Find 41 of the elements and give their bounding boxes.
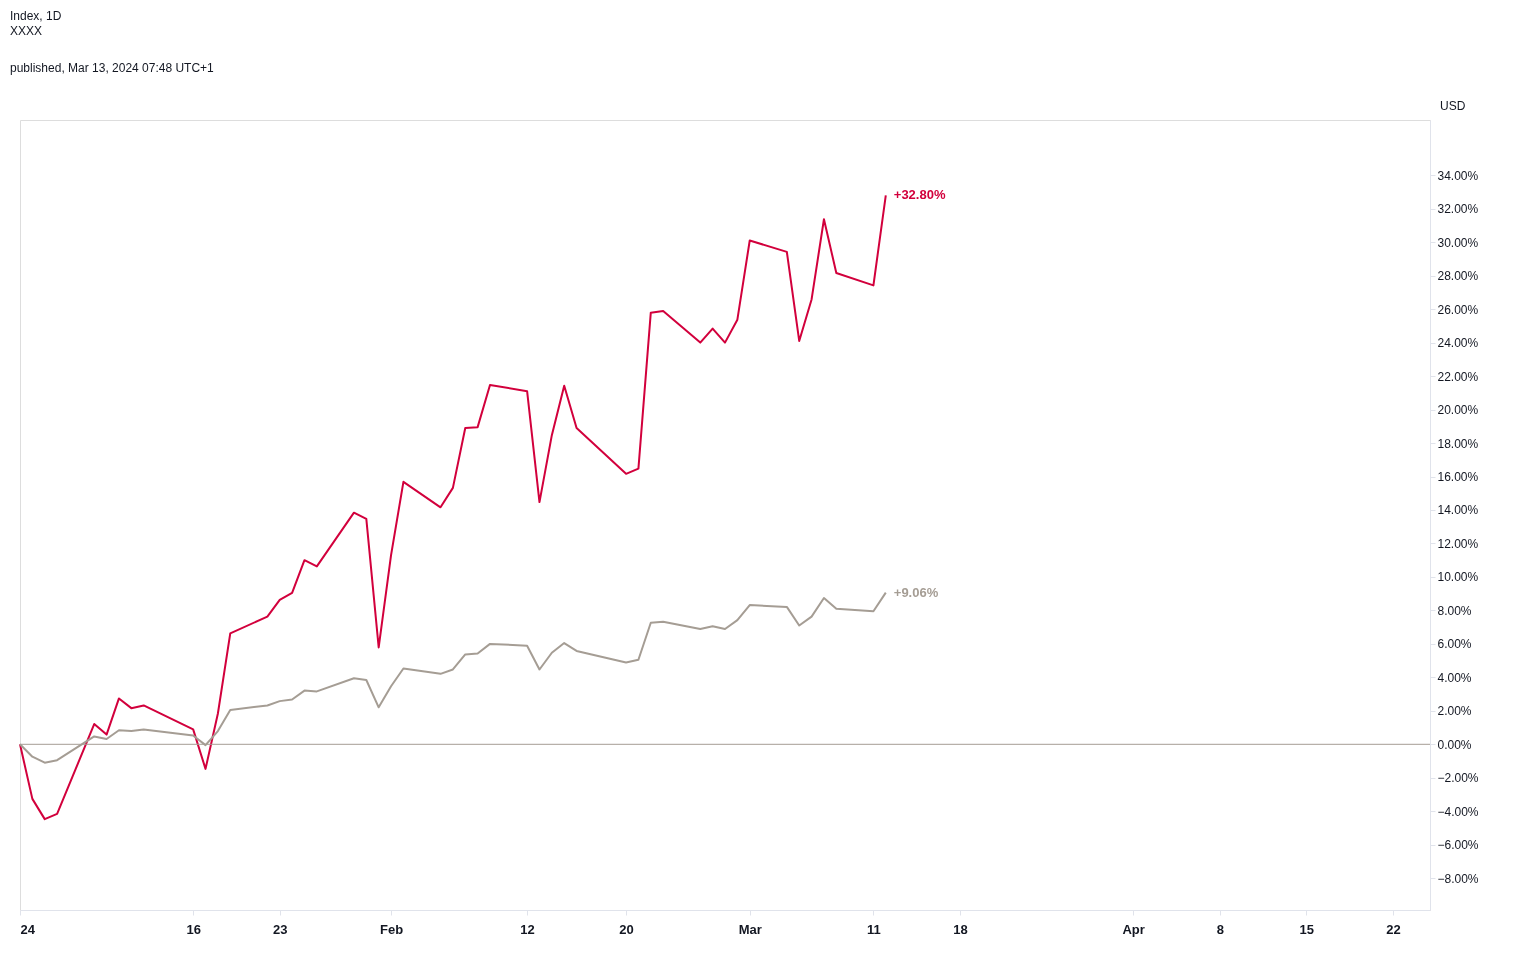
y-tick-label: 12.00%	[1437, 536, 1479, 551]
x-tick-label: 8	[1216, 921, 1224, 937]
y-tick-label: 22.00%	[1437, 369, 1479, 384]
x-tick-label: 24	[20, 921, 36, 937]
text: USD	[1440, 99, 1466, 113]
y-tick-label: 2.00%	[1437, 704, 1472, 719]
x-tick-label: Feb	[379, 921, 404, 937]
y-tick-label: 0.00%	[1437, 737, 1472, 752]
y-tick-label: 6.00%	[1437, 637, 1472, 652]
x-tick-label: 16	[186, 921, 201, 937]
data-label: +32.80%	[893, 187, 946, 203]
y-tick-label: 28.00%	[1437, 269, 1479, 284]
y-tick-label: −2.00%	[1437, 771, 1479, 786]
y-tick-label: 16.00%	[1437, 470, 1479, 484]
x-tick-label: 15	[1299, 921, 1315, 937]
y-tick-label: −6.00%	[1437, 838, 1479, 853]
x-tick-label: 11	[867, 921, 881, 937]
chart-subtitle: XXXX	[10, 24, 43, 38]
y-tick-label: 26.00%	[1437, 302, 1479, 317]
y-tick-label: 20.00%	[1437, 403, 1479, 418]
x-tick-label: 23	[273, 921, 288, 937]
x-tick-label: 22	[1386, 921, 1401, 937]
y-tick-label: 32.00%	[1437, 202, 1479, 217]
y-tick-label: −8.00%	[1437, 871, 1479, 886]
y-tick-label: 18.00%	[1437, 436, 1479, 451]
x-tick-label: Mar	[738, 921, 762, 937]
y-tick-label: 30.00%	[1437, 235, 1479, 250]
chart-title: Index, 1D	[10, 9, 62, 23]
y-tick-label: 34.00%	[1437, 168, 1479, 183]
x-tick-label: 12	[520, 921, 535, 937]
y-tick-label: 24.00%	[1437, 336, 1479, 351]
data-label: +9.06%	[893, 584, 939, 600]
y-tick-label: 8.00%	[1437, 603, 1472, 618]
y-tick-label: 10.00%	[1437, 570, 1479, 585]
x-tick-label: 20	[619, 921, 634, 937]
x-tick-label: 18	[953, 921, 968, 937]
y-tick-label: 4.00%	[1437, 670, 1472, 685]
y-tick-label: −4.00%	[1437, 804, 1479, 819]
text: published, Mar 13, 2024 07:48 UTC+1	[10, 61, 215, 75]
x-tick-label: Apr	[1122, 921, 1145, 937]
y-tick-label: 14.00%	[1437, 503, 1479, 518]
